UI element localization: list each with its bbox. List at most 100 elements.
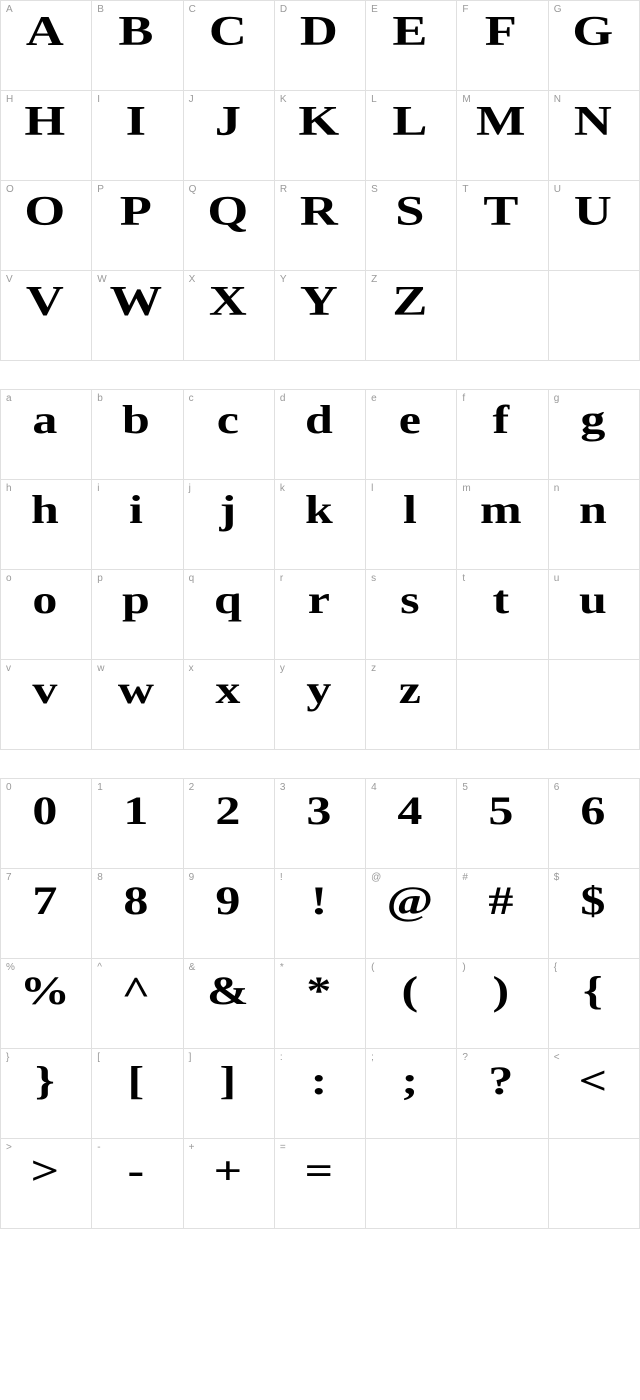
- glyph-cell-blank: [457, 660, 548, 750]
- glyph-grid: aabbccddeeffgghhiijjkkllmmnnooppqqrrsstt…: [0, 389, 640, 750]
- glyph-cell-blank: [457, 271, 548, 361]
- glyph-cell: 77: [1, 869, 92, 959]
- glyph-cell: tt: [457, 570, 548, 660]
- glyph-section-symbols: 00112233445566778899!!@@##$$%%^^&&**(())…: [0, 778, 640, 1229]
- glyph-cell: rr: [275, 570, 366, 660]
- glyph-display: G: [537, 9, 640, 55]
- glyph-cell: 44: [366, 779, 457, 869]
- glyph-cell: 55: [457, 779, 548, 869]
- glyph-cell: %%: [1, 959, 92, 1049]
- glyph-cell: WW: [92, 271, 183, 361]
- glyph-display: $: [537, 879, 640, 923]
- glyph-cell: ==: [275, 1139, 366, 1229]
- glyph-grid: 00112233445566778899!!@@##$$%%^^&&**(())…: [0, 778, 640, 1229]
- glyph-cell: 99: [184, 869, 275, 959]
- glyph-cell: oo: [1, 570, 92, 660]
- glyph-display: 6: [537, 789, 640, 833]
- glyph-cell: RR: [275, 181, 366, 271]
- glyph-cell: ZZ: [366, 271, 457, 361]
- glyph-cell: BB: [92, 1, 183, 91]
- glyph-cell: --: [92, 1139, 183, 1229]
- glyph-cell: aa: [1, 390, 92, 480]
- glyph-cell: FF: [457, 1, 548, 91]
- glyph-cell: DD: [275, 1, 366, 91]
- glyph-cell: >>: [1, 1139, 92, 1229]
- glyph-cell: ii: [92, 480, 183, 570]
- glyph-cell: ##: [457, 869, 548, 959]
- glyph-cell: $$: [549, 869, 640, 959]
- glyph-cell: bb: [92, 390, 183, 480]
- glyph-cell: LL: [366, 91, 457, 181]
- glyph-section-lowercase: aabbccddeeffgghhiijjkkllmmnnooppqqrrsstt…: [0, 389, 640, 750]
- glyph-display: n: [537, 488, 640, 532]
- glyph-cell: uu: [549, 570, 640, 660]
- character-map: AABBCCDDEEFFGGHHIIJJKKLLMMNNOOPPQQRRSSTT…: [0, 0, 640, 1229]
- glyph-cell-blank: [549, 271, 640, 361]
- glyph-cell: KK: [275, 91, 366, 181]
- glyph-cell: ((: [366, 959, 457, 1049]
- glyph-cell: 33: [275, 779, 366, 869]
- glyph-grid: AABBCCDDEEFFGGHHIIJJKKLLMMNNOOPPQQRRSSTT…: [0, 0, 640, 361]
- glyph-cell: ]]: [184, 1049, 275, 1139]
- glyph-cell: ::: [275, 1049, 366, 1139]
- glyph-display: U: [537, 189, 640, 235]
- glyph-cell: ++: [184, 1139, 275, 1229]
- glyph-cell: cc: [184, 390, 275, 480]
- glyph-cell: ww: [92, 660, 183, 750]
- glyph-cell: XX: [184, 271, 275, 361]
- glyph-cell: }}: [1, 1049, 92, 1139]
- glyph-cell: )): [457, 959, 548, 1049]
- glyph-cell: OO: [1, 181, 92, 271]
- glyph-cell: dd: [275, 390, 366, 480]
- glyph-cell: JJ: [184, 91, 275, 181]
- glyph-cell: 66: [549, 779, 640, 869]
- glyph-display: =: [264, 1149, 377, 1193]
- glyph-cell: UU: [549, 181, 640, 271]
- glyph-cell: vv: [1, 660, 92, 750]
- glyph-cell: **: [275, 959, 366, 1049]
- glyph-display: g: [537, 398, 640, 442]
- glyph-cell: NN: [549, 91, 640, 181]
- glyph-cell: ^^: [92, 959, 183, 1049]
- glyph-cell: hh: [1, 480, 92, 570]
- glyph-cell: 11: [92, 779, 183, 869]
- glyph-cell: ff: [457, 390, 548, 480]
- glyph-cell: yy: [275, 660, 366, 750]
- glyph-cell: TT: [457, 181, 548, 271]
- glyph-cell: nn: [549, 480, 640, 570]
- glyph-cell: {{: [549, 959, 640, 1049]
- glyph-cell: ;;: [366, 1049, 457, 1139]
- glyph-display: u: [537, 578, 640, 622]
- glyph-cell: EE: [366, 1, 457, 91]
- glyph-section-uppercase: AABBCCDDEEFFGGHHIIJJKKLLMMNNOOPPQQRRSSTT…: [0, 0, 640, 361]
- glyph-display: N: [537, 99, 640, 145]
- glyph-cell: 22: [184, 779, 275, 869]
- glyph-cell-blank: [457, 1139, 548, 1229]
- glyph-cell: pp: [92, 570, 183, 660]
- glyph-cell: jj: [184, 480, 275, 570]
- glyph-display: z: [355, 668, 468, 712]
- glyph-cell: II: [92, 91, 183, 181]
- glyph-cell: 00: [1, 779, 92, 869]
- glyph-cell: [[: [92, 1049, 183, 1139]
- glyph-display: {: [537, 969, 640, 1013]
- glyph-cell: qq: [184, 570, 275, 660]
- glyph-cell: VV: [1, 271, 92, 361]
- glyph-cell: MM: [457, 91, 548, 181]
- glyph-cell: ee: [366, 390, 457, 480]
- glyph-cell: ss: [366, 570, 457, 660]
- glyph-cell-blank: [549, 660, 640, 750]
- glyph-cell: mm: [457, 480, 548, 570]
- glyph-cell: YY: [275, 271, 366, 361]
- glyph-cell: @@: [366, 869, 457, 959]
- glyph-cell: QQ: [184, 181, 275, 271]
- glyph-display: Z: [355, 279, 468, 325]
- glyph-cell: GG: [549, 1, 640, 91]
- glyph-cell-blank: [366, 1139, 457, 1229]
- glyph-cell: &&: [184, 959, 275, 1049]
- glyph-cell: SS: [366, 181, 457, 271]
- glyph-cell: kk: [275, 480, 366, 570]
- glyph-cell: zz: [366, 660, 457, 750]
- glyph-cell: !!: [275, 869, 366, 959]
- glyph-cell: PP: [92, 181, 183, 271]
